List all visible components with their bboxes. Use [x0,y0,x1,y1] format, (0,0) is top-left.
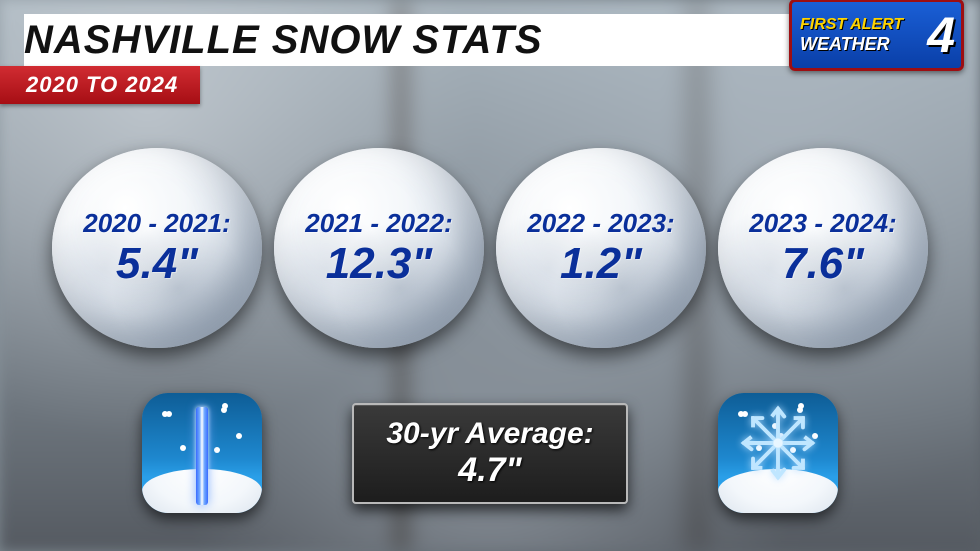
snowball-item: 2020 - 2021: 5.4" [52,148,262,348]
average-box: 30-yr Average: 4.7" [352,403,627,504]
average-label: 30-yr Average: [386,417,593,451]
season-value: 12.3" [326,239,433,289]
season-value: 1.2" [560,239,642,289]
season-value: 5.4" [116,239,198,289]
snowball-item: 2021 - 2022: 12.3" [274,148,484,348]
season-label: 2020 - 2021: [83,208,230,239]
page-title: NASHVILLE SNOW STATS [24,18,543,63]
snowball-row: 2020 - 2021: 5.4" 2021 - 2022: 12.3" 202… [0,148,980,348]
season-label: 2022 - 2023: [527,208,674,239]
snowflake-icon [739,404,817,482]
average-value: 4.7" [386,451,593,490]
snowflake-tile-icon [718,393,838,513]
bottom-row: 30-yr Average: 4.7" [0,393,980,513]
title-bar: NASHVILLE SNOW STATS [24,14,789,66]
subtitle-banner: 2020 TO 2024 [0,66,200,104]
logo-first-alert: FIRST ALERT [800,17,903,33]
ruler-icon [196,407,208,505]
subtitle-text: 2020 TO 2024 [26,72,178,97]
snow-depth-icon [142,393,262,513]
snowball-item: 2023 - 2024: 7.6" [718,148,928,348]
season-label: 2021 - 2022: [305,208,452,239]
station-logo: FIRST ALERT WEATHER 4 [789,0,964,71]
logo-channel-number: 4 [927,6,955,64]
header-bar: NASHVILLE SNOW STATS FIRST ALERT WEATHER… [0,14,980,66]
season-value: 7.6" [782,239,864,289]
snowball-item: 2022 - 2023: 1.2" [496,148,706,348]
season-label: 2023 - 2024: [749,208,896,239]
logo-weather: WEATHER [800,35,890,53]
